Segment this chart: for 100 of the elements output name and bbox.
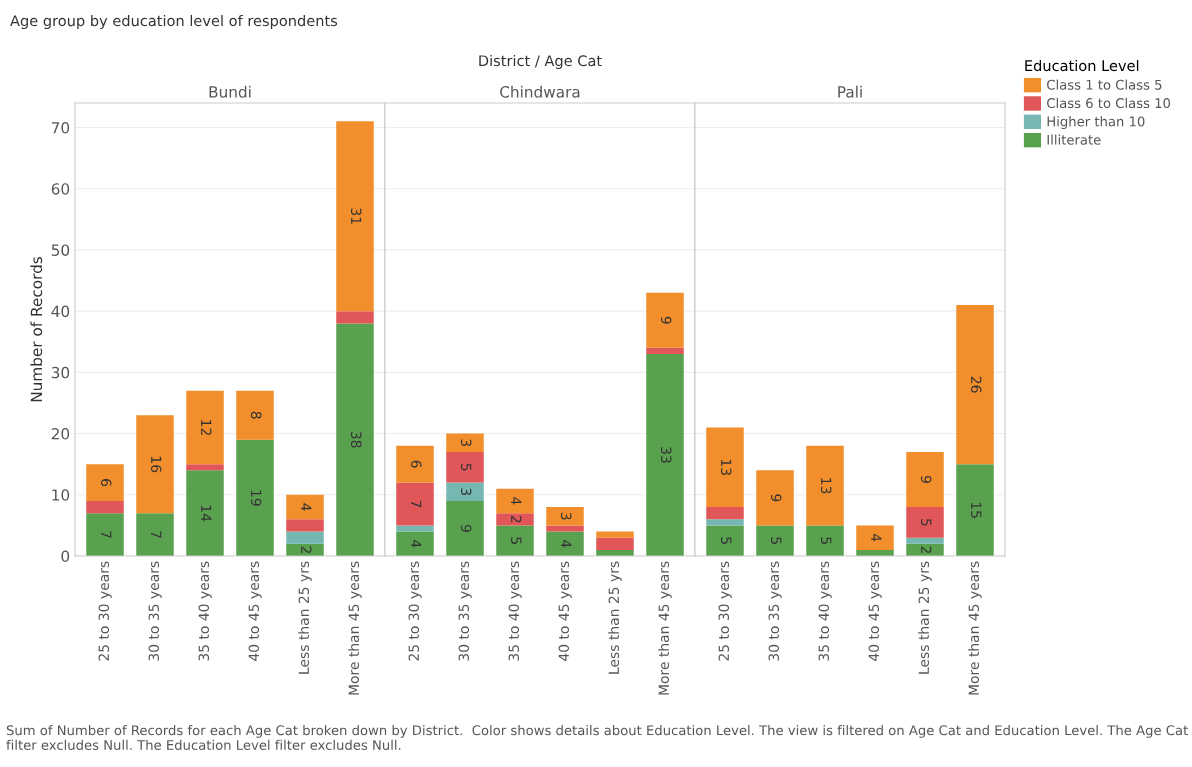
bar xyxy=(286,519,324,532)
bar xyxy=(646,292,684,348)
bar xyxy=(706,507,744,520)
bar xyxy=(236,439,274,556)
x-tick-label: 40 to 45 years xyxy=(558,561,572,661)
bar xyxy=(136,415,174,514)
bar xyxy=(86,464,124,501)
bar xyxy=(446,451,484,483)
chart-title: Chindwara xyxy=(500,85,580,98)
bar xyxy=(596,531,634,538)
data-label: 5 xyxy=(720,537,732,544)
data-label: 7 xyxy=(101,531,112,538)
bar xyxy=(956,464,994,556)
x-tick-label: 35 to 40 years xyxy=(508,561,522,661)
bar xyxy=(956,305,994,465)
x-tick-label: Less than 25 yrs xyxy=(608,561,622,674)
data-label: 2 xyxy=(921,546,932,553)
data-label: 4 xyxy=(511,497,522,505)
bar xyxy=(906,507,944,538)
text: Sum of Number of Records for each Age Cat broken down by District. Color shows details about Education Level. The view is filtered on Age Cat and Education Level. The Age Cat filter excludes Null. The Education Level filter excludes Null. xyxy=(6,725,1188,750)
bar xyxy=(446,500,484,556)
chart-title: Bundi xyxy=(209,85,251,98)
bar xyxy=(336,323,374,556)
x-tick-label: 30 to 35 years xyxy=(458,561,472,661)
bar xyxy=(286,531,324,544)
data-label: 12 xyxy=(201,420,212,435)
bar xyxy=(186,470,224,556)
y-tick-label: 50 xyxy=(51,244,70,256)
x-tick-label: 25 to 30 years xyxy=(98,561,112,661)
data-label: 33 xyxy=(660,447,672,463)
data-label: 38 xyxy=(350,431,362,448)
x-tick-label: More than 45 years xyxy=(658,561,672,695)
legend-title: Education Level xyxy=(1025,59,1139,72)
text: District / Age Cat xyxy=(479,54,602,70)
y-tick-label: 10 xyxy=(52,489,70,501)
data-label: 16 xyxy=(150,456,162,473)
bar xyxy=(86,513,124,556)
bar xyxy=(546,507,584,526)
data-label: 9 xyxy=(660,316,672,324)
data-label: 4 xyxy=(301,503,312,511)
data-label: 6 xyxy=(100,479,112,487)
legend-label: Class 6 to Class 10 xyxy=(1047,97,1171,109)
data-label: 7 xyxy=(151,531,162,538)
data-label: 4 xyxy=(561,540,572,548)
x-tick-label: More than 45 years xyxy=(348,561,362,695)
bar xyxy=(596,537,634,550)
bar xyxy=(186,464,224,471)
data-label: 9 xyxy=(770,494,782,502)
data-label: 5 xyxy=(460,463,472,471)
bar xyxy=(546,525,584,532)
legend-label: Illiterate xyxy=(1047,134,1101,145)
y-tick-label: 40 xyxy=(51,305,70,318)
x-tick-label: 30 to 35 years xyxy=(768,561,782,661)
y-tick-label: 0 xyxy=(61,550,70,563)
bar xyxy=(336,121,374,312)
bar xyxy=(856,525,894,550)
data-label: 3 xyxy=(560,512,572,520)
y-tick-label: 20 xyxy=(51,428,70,440)
legend-label: Higher than 10 xyxy=(1047,116,1145,129)
data-label: 19 xyxy=(250,490,262,506)
bar xyxy=(286,494,324,520)
data-label: 9 xyxy=(460,524,472,532)
data-label: 14 xyxy=(201,505,212,522)
x-tick-label: Less than 25 yrs xyxy=(918,561,932,674)
data-label: 5 xyxy=(770,537,782,544)
x-tick-label: 40 to 45 years xyxy=(868,561,882,661)
x-tick-label: 30 to 35 years xyxy=(148,561,162,661)
bar xyxy=(756,525,794,556)
data-label: 26 xyxy=(970,376,982,393)
bar xyxy=(186,390,224,465)
data-label: 13 xyxy=(720,459,732,475)
data-label: 13 xyxy=(820,478,832,494)
bar xyxy=(336,311,374,324)
bar xyxy=(86,500,124,514)
data-label: 3 xyxy=(460,488,472,496)
bar xyxy=(806,445,844,526)
data-label: 15 xyxy=(970,502,982,518)
bar xyxy=(906,537,944,544)
bar xyxy=(396,531,434,556)
bar xyxy=(136,513,174,556)
chart-title: Pali xyxy=(838,85,862,98)
data-label: 2 xyxy=(511,515,522,523)
bar xyxy=(706,525,744,556)
text: Age group by education level of respondents xyxy=(10,14,338,30)
data-label: 3 xyxy=(460,439,472,447)
y-tick-label: 60 xyxy=(51,183,70,195)
y-axis-title: Number of Records xyxy=(30,256,43,402)
data-label: 5 xyxy=(510,537,522,544)
data-label: 5 xyxy=(820,537,832,544)
bar xyxy=(706,427,744,508)
data-label: 2 xyxy=(301,546,312,553)
bar xyxy=(496,513,534,526)
data-label: 4 xyxy=(871,533,882,542)
bar xyxy=(646,353,684,556)
data-label: 4 xyxy=(411,540,422,548)
x-tick-label: 40 to 45 years xyxy=(248,561,262,661)
bar xyxy=(446,482,484,501)
bar xyxy=(236,390,274,440)
bar xyxy=(546,531,584,556)
bar xyxy=(906,451,944,508)
